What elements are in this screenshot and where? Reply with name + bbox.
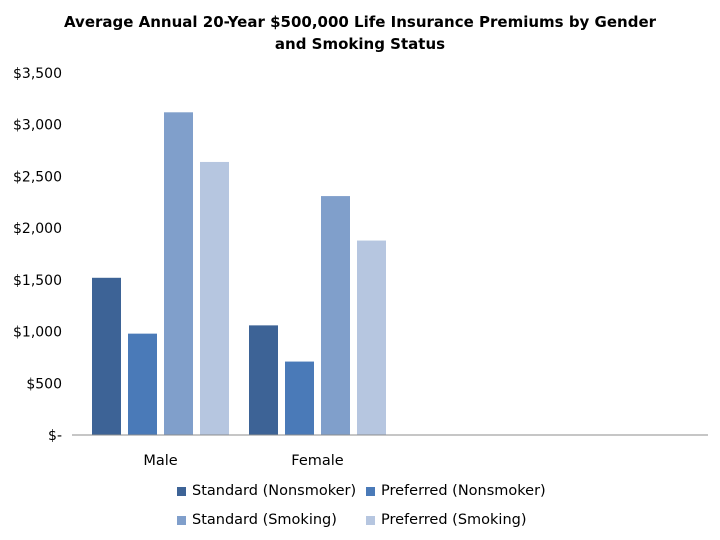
bar-male-series-4 [200, 161, 229, 435]
legend-item: Standard (Smoking) [177, 512, 337, 528]
bar-male-series-3 [164, 112, 193, 435]
legend-label: Standard (Nonsmoker) [192, 483, 357, 499]
legend-swatch [177, 486, 186, 496]
y-tick-label: $1,500 [13, 273, 62, 289]
y-tick-label: $- [48, 428, 62, 444]
y-tick-label: $1,000 [13, 325, 62, 341]
bar-female-series-1 [249, 325, 278, 435]
x-category-label: Female [291, 453, 344, 469]
legend-swatch [366, 486, 375, 496]
y-tick-label: $500 [26, 376, 62, 392]
legend-swatch [177, 515, 186, 525]
legend-swatch [366, 515, 375, 525]
legend-item: Preferred (Nonsmoker) [366, 483, 546, 499]
y-tick-label: $2,500 [13, 169, 62, 185]
bars [92, 112, 386, 435]
y-tick-label: $3,000 [13, 118, 62, 134]
legend-label: Preferred (Nonsmoker) [381, 483, 546, 499]
legend-label: Standard (Smoking) [192, 512, 337, 528]
chart-title: Average Annual 20-Year $500,000 Life Ins… [63, 13, 657, 53]
legend-label: Preferred (Smoking) [381, 512, 527, 528]
x-category-label: Male [143, 453, 177, 469]
bar-male-series-2 [128, 333, 157, 435]
bar-female-series-3 [321, 196, 350, 435]
y-tick-label: $2,000 [13, 221, 62, 237]
bar-female-series-2 [285, 361, 314, 435]
y-axis-ticks: $- $500 $1,000 $1,500 $2,000 $2,500 $3,000 $3,5… [13, 66, 62, 444]
bar-male-series-1 [92, 277, 121, 435]
bar-female-series-4 [357, 240, 386, 435]
y-tick-label: $3,500 [13, 66, 62, 82]
legend-item: Preferred (Smoking) [366, 512, 527, 528]
x-axis-labels: Male Female [143, 453, 343, 469]
legend-item: Standard (Nonsmoker) [177, 483, 356, 499]
